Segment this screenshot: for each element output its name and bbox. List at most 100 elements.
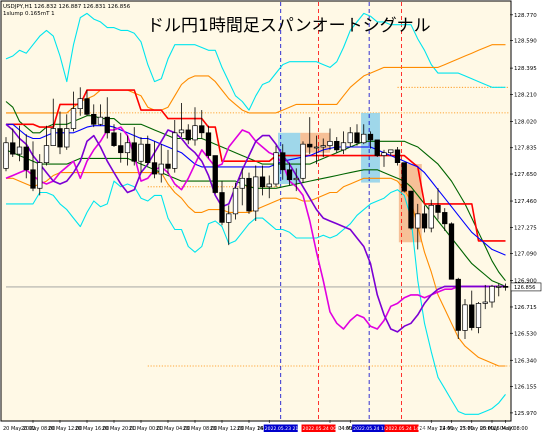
- candle-57: [388, 149, 394, 156]
- candle-41: [280, 144, 286, 180]
- candle-23: [158, 144, 164, 183]
- candle-body-35: [239, 177, 245, 189]
- candle-59: [401, 162, 407, 193]
- candle-50: [340, 131, 347, 155]
- candle-13: [91, 104, 97, 128]
- indicator-line-9: [5, 123, 506, 333]
- candle-body-39: [266, 183, 272, 188]
- indicator-line-2: [6, 44, 506, 114]
- candle-68: [462, 299, 468, 339]
- candle-body-69: [469, 304, 475, 328]
- candle-body-65: [442, 212, 448, 225]
- candle-body-48: [327, 140, 333, 146]
- candle-body-55: [374, 139, 380, 156]
- candle-34: [232, 182, 239, 220]
- candle-0: [3, 137, 9, 172]
- candle-body-37: [253, 176, 259, 212]
- candle-body-44: [300, 143, 306, 179]
- candle-69: [469, 290, 475, 331]
- candle-body-17: [118, 145, 124, 154]
- candle-53: [361, 124, 367, 145]
- candle-5: [37, 154, 43, 196]
- candle-12: [84, 90, 90, 116]
- candle-20: [138, 137, 144, 173]
- signal-time-tag-bg-3: [384, 424, 419, 432]
- candle-body-43: [293, 177, 299, 181]
- candle-45: [307, 117, 313, 155]
- candle-body-57: [388, 149, 394, 154]
- candle-8: [57, 111, 63, 155]
- signal-time-tag-0: 2022.05.23 21: [263, 424, 299, 432]
- candle-body-41: [280, 152, 286, 171]
- indicator-info: 1slump 0.165mT 1: [3, 11, 55, 17]
- candle-56: [381, 149, 387, 167]
- candle-64: [435, 188, 441, 220]
- signal-box-0: [278, 132, 301, 184]
- candle-body-73: [496, 286, 502, 288]
- signal-time-tag-1: 2022.05.24 00:00: [301, 424, 344, 432]
- candle-58: [394, 147, 401, 166]
- price-label-6: 127.650: [514, 172, 537, 178]
- candle-32: [219, 181, 225, 226]
- signal-time-tag-bg-0: [263, 424, 298, 432]
- candle-body-74: [502, 286, 509, 288]
- candle-body-16: [111, 132, 117, 146]
- candle-67: [455, 277, 461, 339]
- price-label-14: 126.155: [514, 385, 537, 391]
- signal-time-tag-bg-1: [301, 424, 336, 432]
- price-label-2: 128.395: [514, 66, 537, 72]
- candle-body-22: [151, 162, 158, 175]
- candle-body-34: [232, 187, 239, 215]
- candle-37: [253, 165, 259, 221]
- price-label-8: 127.275: [514, 225, 537, 231]
- candle-40: [273, 145, 279, 187]
- candle-49: [334, 137, 340, 153]
- candle-35: [239, 168, 245, 206]
- time-label-1: 20 May 12:00: [48, 426, 82, 432]
- price-label-9: 127.090: [514, 252, 537, 258]
- candle-body-42: [286, 169, 293, 181]
- price-label-11: 126.715: [514, 305, 537, 311]
- candle-29: [199, 110, 205, 139]
- candle-43: [293, 168, 299, 192]
- candle-25: [172, 120, 178, 173]
- price-label-7: 127.460: [514, 199, 537, 205]
- candle-body-21: [145, 143, 151, 164]
- current-price-label: 126.856: [514, 285, 535, 291]
- candle-44: [300, 141, 306, 183]
- candle-body-4: [30, 169, 36, 189]
- time-label-0: 20 May 08:00: [21, 426, 55, 432]
- candle-body-66: [448, 223, 455, 280]
- time-label-2: 20 May 16:00: [75, 426, 109, 432]
- candle-15: [104, 97, 110, 139]
- signal-time-tag-text-0: 2022.05.23 21: [265, 426, 299, 432]
- candle-27: [185, 124, 191, 145]
- candle-65: [442, 208, 448, 231]
- time-label-16: 25 May 08:00: [494, 426, 528, 432]
- candle-body-7: [50, 128, 56, 146]
- candle-10: [70, 91, 77, 132]
- candle-22: [151, 141, 158, 179]
- candle-body-13: [91, 113, 97, 125]
- candle-body-1: [10, 142, 16, 155]
- price-label-15: 125.970: [514, 411, 537, 417]
- candle-body-71: [482, 301, 488, 304]
- candle-16: [111, 124, 117, 148]
- candle-39: [266, 175, 272, 199]
- candle-body-26: [178, 129, 185, 134]
- candle-46: [313, 135, 320, 165]
- candle-body-25: [172, 132, 178, 169]
- candle-54: [367, 131, 374, 149]
- candle-body-53: [361, 133, 367, 144]
- price-label-0: 128.770: [514, 13, 537, 19]
- candle-55: [374, 139, 380, 157]
- candle-33: [226, 205, 232, 246]
- candle-body-40: [273, 152, 279, 185]
- candle-52: [354, 124, 360, 146]
- candle-2: [16, 125, 23, 162]
- candle-19: [131, 127, 137, 166]
- candle-21: [145, 135, 151, 166]
- candle-body-45: [307, 143, 313, 148]
- candle-38: [259, 165, 266, 196]
- candle-body-12: [84, 98, 90, 115]
